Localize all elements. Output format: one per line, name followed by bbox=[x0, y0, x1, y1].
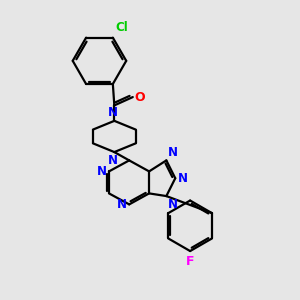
Text: N: N bbox=[178, 172, 188, 185]
Text: N: N bbox=[168, 198, 178, 211]
Text: N: N bbox=[117, 198, 127, 211]
Text: F: F bbox=[186, 255, 194, 268]
Text: Cl: Cl bbox=[115, 21, 128, 34]
Text: O: O bbox=[134, 91, 145, 103]
Text: N: N bbox=[108, 154, 118, 166]
Text: N: N bbox=[108, 106, 118, 119]
Text: N: N bbox=[168, 146, 178, 159]
Text: N: N bbox=[97, 165, 106, 178]
